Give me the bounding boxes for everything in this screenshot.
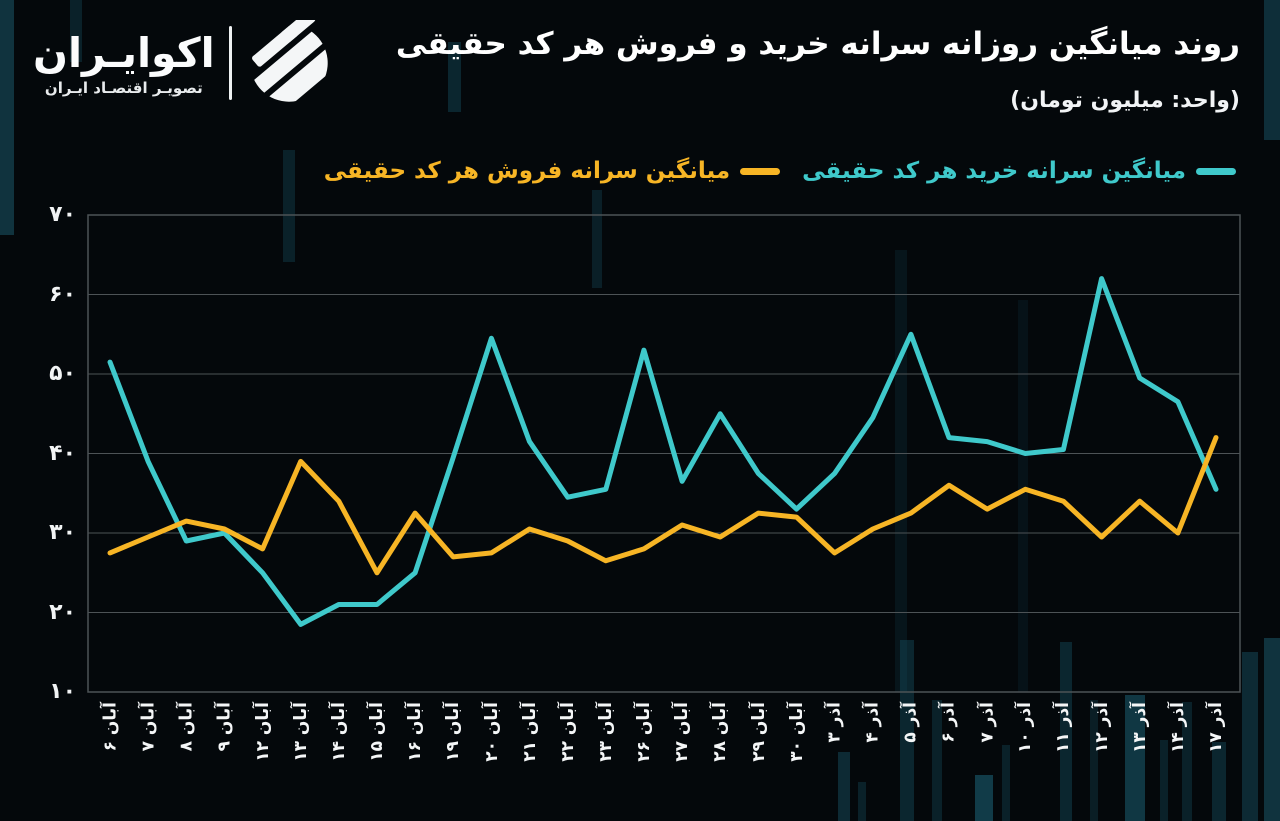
buy-line (107, 276, 1219, 627)
x-tick-label: آبان ۱۴ (328, 702, 349, 762)
y-tick-label-20: ۲۰ (49, 599, 76, 625)
x-tick-label: آبان ۱۵ (366, 702, 387, 762)
x-tick-label: آبان ۱۶ (405, 702, 426, 762)
x-tick-label: آبان ۲۰ (481, 702, 502, 762)
legend-label-sell: میانگین سرانه فروش هر کد حقیقی (323, 158, 731, 184)
x-tick-label: آذر ۱۰ (1015, 702, 1036, 754)
x-tick-label: آبان ۲۲ (557, 702, 578, 762)
chart-title: روند میانگین روزانه سرانه خرید و فروش هر… (395, 26, 1240, 62)
x-tick-label: آذر ۱۲ (1091, 702, 1112, 754)
logo-tagline: تصویـر اقتصـاد ایـران (44, 79, 203, 97)
x-tick-label: آذر ۱۷ (1206, 702, 1226, 754)
y-tick-label-30: ۳۰ (49, 520, 76, 545)
x-tick-label: آبان ۲۷ (672, 702, 693, 762)
legend-label-buy: میانگین سرانه خرید هر کد حقیقی (802, 158, 1186, 184)
y-tick-label-10: ۱۰ (49, 679, 76, 704)
legend-dash-icon (1196, 167, 1236, 175)
x-tick-label: آذر ۶ (939, 702, 960, 743)
x-tick-label: آبان ۲۶ (633, 702, 654, 762)
ecoiran-emblem-icon (250, 20, 332, 106)
x-tick-label: آبان ۲۸ (710, 702, 731, 762)
x-tick-label: آبان ۲۹ (748, 702, 769, 762)
sell-line (107, 435, 1219, 576)
x-tick-label: آذر ۱۳ (1129, 702, 1150, 754)
ecoiran-logo: اکوایـران تصویـر اقتصـاد ایـران (33, 20, 332, 106)
x-tick-label: آبان ۱۳ (290, 702, 311, 762)
y-tick-label-50: ۵۰ (49, 361, 76, 386)
chart-legend: میانگین سرانه خرید هر کد حقیقی میانگین سر… (324, 158, 1236, 184)
legend-item-sell: میانگین سرانه فروش هر کد حقیقی (323, 158, 781, 184)
x-tick-label: آذر ۷ (977, 702, 998, 743)
x-tick-label: آبان ۱۲ (252, 702, 273, 762)
x-tick-label: آبان ۲۳ (595, 702, 616, 762)
chart-unit-subtitle: (واحد: میلیون تومان) (1010, 88, 1240, 113)
x-tick-label: آذر ۴ (862, 702, 883, 743)
y-tick-label-70: ۷۰ (49, 202, 76, 227)
x-tick-label: آبان ۹ (214, 702, 235, 752)
logo-divider (228, 26, 232, 100)
x-tick-label: آبان ۷ (138, 702, 159, 752)
logo-wordmark: اکوایـران (33, 29, 215, 77)
plot-border (87, 214, 1241, 693)
x-tick-label: آذر ۳ (824, 702, 845, 743)
x-tick-label: آذر ۱۴ (1167, 702, 1188, 754)
x-tick-label: آبان ۶ (100, 702, 120, 752)
legend-item-buy: میانگین سرانه خرید هر کد حقیقی (802, 158, 1236, 184)
legend-dash-icon (740, 167, 781, 175)
x-tick-label: آبان ۸ (176, 702, 197, 752)
x-tick-label: آبان ۳۰ (786, 702, 807, 762)
x-tick-label: آبان ۱۹ (443, 702, 464, 762)
logo-text-block: اکوایـران تصویـر اقتصـاد ایـران (33, 29, 215, 97)
x-tick-label: آذر ۱۱ (1053, 702, 1074, 754)
y-tick-label-60: ۶۰ (49, 281, 76, 307)
x-tick-label: آذر ۵ (900, 702, 921, 743)
y-tick-label-40: ۴۰ (49, 440, 76, 466)
x-tick-label: آبان ۲۱ (519, 702, 540, 762)
